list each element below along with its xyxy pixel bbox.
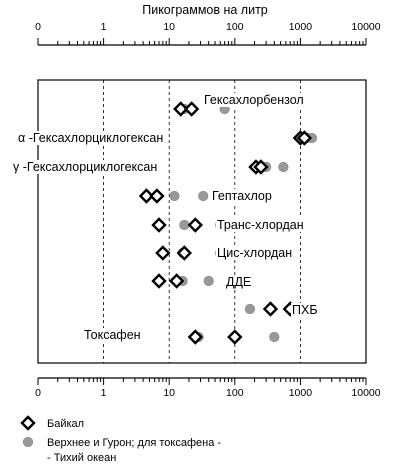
category-label: Гексахлорбензол bbox=[204, 93, 304, 107]
superior-huron-point bbox=[244, 303, 256, 315]
category-label: Токсафен bbox=[84, 328, 141, 342]
baikal-point bbox=[151, 217, 167, 233]
category-label: γ -Гексахлорциклогексан bbox=[13, 160, 157, 174]
baikal-point bbox=[183, 101, 200, 117]
bottom-axis: 0 1 10 100 1000 10000 bbox=[35, 377, 381, 399]
category-label-bg bbox=[291, 303, 319, 317]
top-tick-label: 1000 bbox=[289, 21, 313, 33]
legend-label-baikal: Байкал bbox=[47, 418, 84, 430]
baikal-point bbox=[168, 273, 185, 289]
top-axis: 0 1 10 100 1000 10000 bbox=[35, 21, 381, 46]
category-label-bg bbox=[17, 131, 165, 145]
plot-frame bbox=[37, 79, 367, 364]
baikal-point bbox=[151, 273, 167, 289]
baikal-point bbox=[173, 101, 189, 117]
legend-label-superior-huron: - Тихий океан bbox=[47, 452, 116, 464]
baikal-point bbox=[262, 301, 279, 317]
bottom-tick-label: 1000 bbox=[289, 387, 313, 399]
category-label: Цис-хлордан bbox=[217, 246, 292, 260]
baikal-point bbox=[138, 188, 155, 204]
legend-label-superior-huron: Верхнее и Гурон; для токсафена - bbox=[47, 437, 221, 449]
baikal-point bbox=[296, 130, 313, 146]
chart-title: Пикограммов на литр bbox=[142, 3, 268, 17]
baikal-point bbox=[187, 217, 204, 233]
bottom-tick-label: 10000 bbox=[351, 387, 380, 399]
category-label: Транс-хлордан bbox=[217, 218, 304, 232]
top-tick-label: 0 bbox=[35, 21, 41, 33]
baikal-point bbox=[187, 329, 204, 345]
category-label: ПХБ bbox=[292, 303, 318, 317]
baikal-point bbox=[20, 415, 36, 431]
baikal-point bbox=[155, 245, 171, 261]
category-label: α -Гексахлорциклогексан bbox=[18, 131, 163, 145]
category-label: Гептахлор bbox=[212, 189, 272, 203]
superior-huron-point bbox=[22, 436, 34, 448]
top-tick-label: 100 bbox=[226, 21, 244, 33]
category-label-bg bbox=[12, 160, 159, 174]
category-label: ДДЕ bbox=[226, 275, 251, 289]
superior-huron-point bbox=[198, 190, 209, 202]
category-label-bg bbox=[83, 328, 142, 342]
category-label-bg bbox=[225, 275, 253, 289]
superior-huron-point bbox=[169, 190, 180, 202]
superior-huron-point bbox=[278, 161, 289, 173]
superior-huron-point bbox=[203, 275, 214, 287]
bottom-tick-label: 0 bbox=[35, 387, 41, 399]
superior-huron-point bbox=[269, 331, 280, 343]
baikal-point bbox=[227, 329, 243, 345]
category-label-bg bbox=[216, 246, 294, 260]
bottom-tick-label: 100 bbox=[226, 387, 244, 399]
baikal-point bbox=[149, 188, 165, 204]
category-label-bg bbox=[203, 93, 305, 107]
baikal-point bbox=[176, 245, 193, 261]
baikal-point bbox=[253, 159, 269, 175]
bottom-tick-label: 10 bbox=[163, 387, 175, 399]
category-label-bg bbox=[216, 218, 305, 232]
category-label-bg bbox=[211, 189, 273, 203]
top-tick-label: 1 bbox=[101, 21, 107, 33]
bottom-tick-label: 1 bbox=[101, 387, 107, 399]
top-tick-label: 10000 bbox=[351, 21, 380, 33]
legend: Байкал Верхнее и Гурон; для токсафена - - … bbox=[20, 415, 221, 464]
category-labels: Гексахлорбензол α -Гексахлорциклогексан γ … bbox=[12, 93, 319, 342]
top-tick-label: 10 bbox=[163, 21, 175, 33]
